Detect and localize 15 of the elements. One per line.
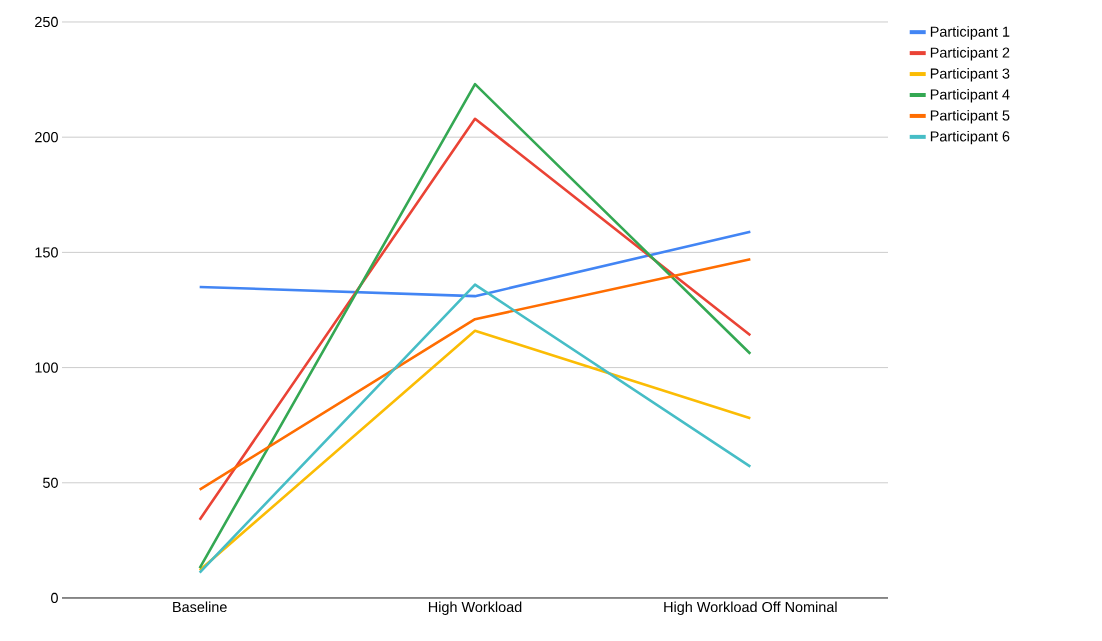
y-tick-label: 100 [35,362,58,373]
x-tick-label: High Workload [428,601,522,615]
y-tick-label: 200 [35,132,58,143]
y-tick-label: 0 [51,592,58,604]
legend-label: Participant 5 [930,109,1010,124]
x-tick-label: Baseline [173,601,227,613]
y-tick-label: 50 [43,477,58,488]
legend-label: Participant 6 [930,130,1010,145]
legend-label: Participant 2 [930,47,1010,61]
legend-label: Participant 4 [930,89,1010,103]
y-tick-label: 250 [35,16,58,28]
y-tick-label: 150 [35,247,58,258]
legend-label: Participant 3 [930,68,1010,82]
x-tick-label: High Workload Off Nominal [664,601,837,615]
legend-label: Participant 1 [930,26,1010,40]
